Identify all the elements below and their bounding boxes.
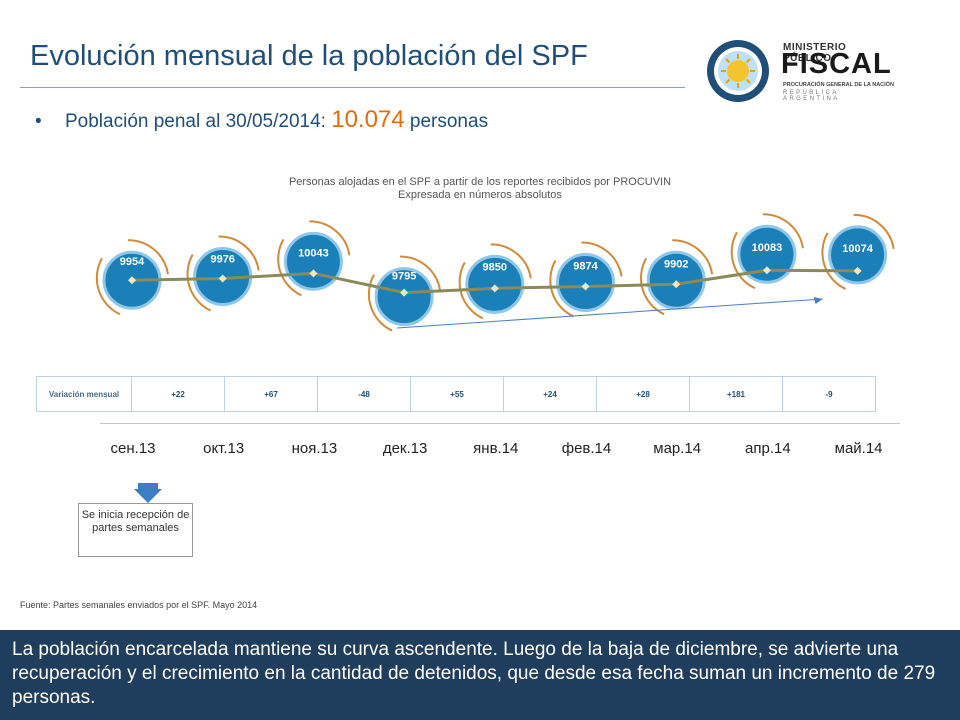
x-tick-label: янв.14 <box>473 440 519 457</box>
data-point-marker <box>762 266 771 275</box>
variation-table: Variación mensual +22 +67 -48 +55 +24 +28 +181… <box>36 376 876 412</box>
data-point-marker <box>309 269 318 278</box>
bullet-suffix: personas <box>404 111 489 132</box>
bubble-arc-top <box>762 213 804 249</box>
variation-cell: +55 <box>410 376 504 412</box>
chart-subtitle: Expresada en números absolutos <box>398 189 562 201</box>
x-tick-label: сен.13 <box>110 440 156 457</box>
variation-cell: +181 <box>689 376 783 412</box>
data-label: 10043 <box>298 247 329 259</box>
x-tick-label: май.14 <box>834 440 883 457</box>
data-point-marker <box>128 276 136 285</box>
bubble-arc-left <box>277 238 302 297</box>
logo-line-fiscal: FISCAL <box>781 48 892 80</box>
sun-seal-icon <box>707 40 769 102</box>
bubble-arc-left <box>821 232 847 290</box>
data-label: 9976 <box>210 254 234 266</box>
bubble-arc-left <box>186 254 212 312</box>
variation-cell: -9 <box>782 376 876 412</box>
x-tick-label: окт.13 <box>203 440 245 457</box>
logo-line-ministerio: MINISTERIO PÚBLICO <box>783 42 847 64</box>
bubble-arc-top <box>490 243 532 279</box>
bubble-arc-top <box>309 220 351 256</box>
page-title: Evolución mensual de la población del SP… <box>30 40 588 72</box>
x-tick-label: ноя.13 <box>291 440 338 457</box>
bubble-arc-top <box>853 213 895 250</box>
bullet-value: 10.074 <box>331 106 405 133</box>
data-label: 9954 <box>120 256 145 268</box>
bubble-arc-top <box>218 235 260 271</box>
data-label: 9902 <box>664 258 688 270</box>
month-axis: сен.13 окт.13 ноя.13 дек.13 янв.14 фев.14 мар.… <box>100 423 900 466</box>
data-point-marker <box>581 282 590 291</box>
data-label: 10083 <box>752 242 783 254</box>
bubble-arc-left <box>367 274 393 332</box>
x-tick-label: апр.14 <box>745 440 791 457</box>
arrow-down-icon <box>134 483 162 503</box>
variation-cell: +28 <box>596 376 690 412</box>
trend-arrowhead <box>813 297 823 304</box>
variation-cell: -48 <box>317 376 411 412</box>
bullet-dot: • <box>35 111 42 132</box>
data-point-marker <box>853 266 862 275</box>
value-bubble <box>737 224 797 284</box>
x-tick-label: дек.13 <box>382 440 428 457</box>
bubble-arc-top <box>672 239 714 275</box>
title-divider <box>20 87 685 88</box>
data-point-marker <box>400 288 409 297</box>
data-point-marker <box>218 274 227 283</box>
value-bubble <box>283 231 343 291</box>
logo-line-republica: REPÚBLICA ARGENTINA <box>783 90 840 102</box>
bullet-colon: : <box>320 111 332 132</box>
conclusion-banner: La población encarcelada mantiene su cur… <box>0 630 960 720</box>
bubble-arc-left <box>458 261 484 320</box>
source-note: Fuente: Partes semanales enviados por el… <box>20 600 258 610</box>
population-bullet: • Población penal al 30/05/2014: 10.074 p… <box>35 106 488 134</box>
chart-title: Personas alojadas en el SPF a partir de … <box>288 176 672 188</box>
logo-line-procuracion: PROCURACIÓN GENERAL DE LA NACIÓN <box>783 82 894 88</box>
variation-header: Variación mensual <box>36 376 132 412</box>
value-bubble <box>828 225 888 285</box>
bubble-arc-left <box>549 259 574 318</box>
bubble-arc-top <box>400 255 442 291</box>
bubble-arc-top <box>127 239 169 275</box>
population-line-chart: 9954 9976 10043 9795 9850 9874 9902 10083 10074 <box>95 213 895 332</box>
chart-caption: Personas alojadas en el SPF a partir de … <box>200 176 760 202</box>
bubble-arc-left <box>95 257 121 316</box>
variation-row: Variación mensual +22 +67 -48 +55 +24 +28 +181… <box>36 376 876 412</box>
bullet-prefix: Población penal al 30/05/2014 <box>65 111 321 132</box>
ministerio-publico-fiscal-logo: MINISTERIO PÚBLICO FISCAL PROCURACIÓN GE… <box>705 38 895 108</box>
data-label: 10074 <box>842 243 873 255</box>
variation-cell: +67 <box>224 376 318 412</box>
bubble-arc-left <box>730 231 756 290</box>
data-label: 9874 <box>573 260 598 272</box>
data-label: 9850 <box>483 261 507 273</box>
trend-arrow <box>396 298 823 329</box>
bubble-arc-top <box>581 241 623 277</box>
x-tick-label: мар.14 <box>653 440 702 457</box>
variation-cell: +22 <box>131 376 225 412</box>
data-point-marker <box>672 280 681 289</box>
x-tick-label: фев.14 <box>561 440 612 457</box>
weekly-reports-note: Se inicia recepción de partes semanales <box>78 503 193 557</box>
data-label: 9795 <box>392 271 416 283</box>
variation-cell: +24 <box>503 376 597 412</box>
data-point-marker <box>490 284 499 293</box>
